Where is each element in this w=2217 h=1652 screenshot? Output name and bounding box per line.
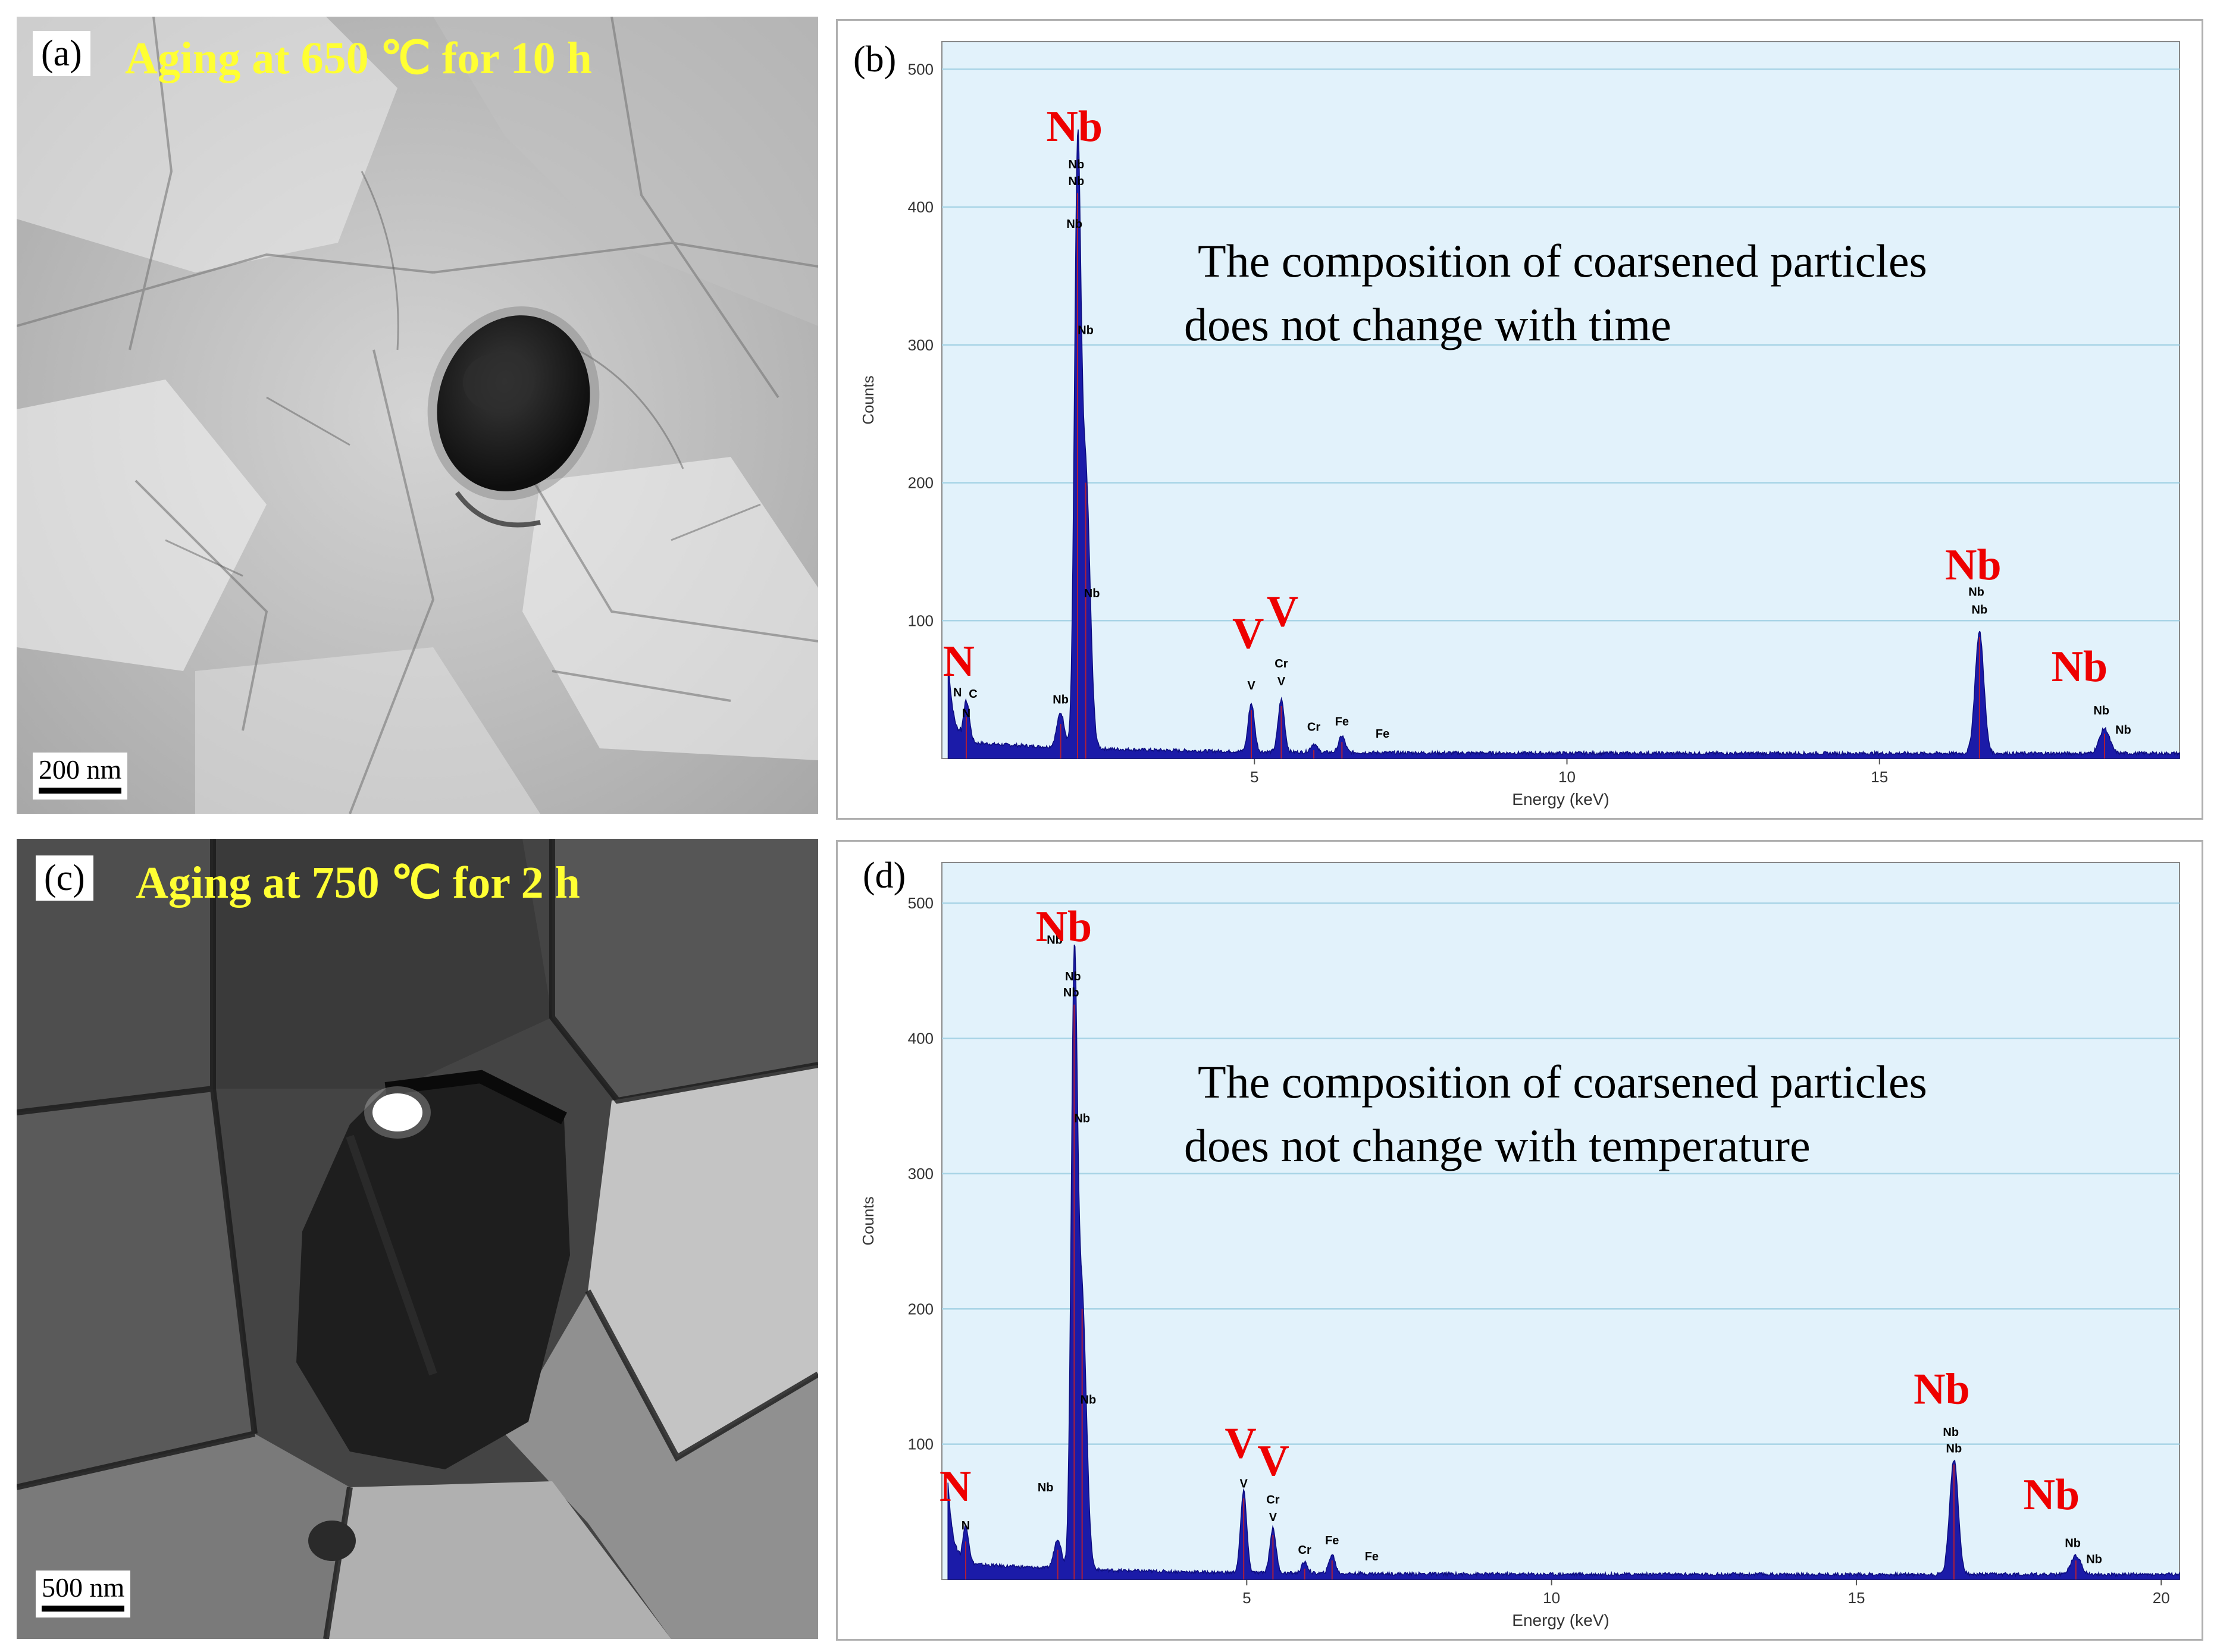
peak-label: Nb — [1946, 1442, 1962, 1455]
peak-label: Nb — [1047, 933, 1063, 946]
panel-c-title: Aging at 750 ℃ for 2 h — [136, 858, 580, 908]
x-tick-label: 5 — [1242, 1589, 1251, 1607]
eds-panel-b: 100 200 300 400 500 5 10 15 Energy (keV) Counts N N… — [836, 19, 2203, 820]
peak-label: V — [1269, 1511, 1277, 1524]
peak-label: N — [962, 707, 970, 720]
peak-label: Nb — [1063, 986, 1079, 999]
peak-label: Nb — [1069, 158, 1085, 171]
tem-image-c — [17, 839, 818, 1639]
plot-area — [941, 41, 2180, 759]
peak-label: Nb — [2086, 1553, 2102, 1566]
panel-label-a: (a) — [33, 31, 90, 77]
peak-label: Cr — [1275, 657, 1288, 670]
scalebar-a-text: 200 nm — [39, 754, 122, 785]
x-tick-label: 10 — [1543, 1589, 1560, 1607]
x-axis-label: Energy (keV) — [1512, 790, 1609, 808]
y-tick-label: 400 — [908, 1030, 934, 1048]
peak-label: V — [1247, 679, 1255, 692]
x-tick-label: 15 — [1871, 768, 1888, 786]
peak-label: Nb — [2115, 723, 2131, 736]
scalebar-c-bar — [42, 1605, 125, 1612]
eds-chart-d: 100 200 300 400 500 5 10 15 20 Energy (keV) Counts… — [859, 862, 2180, 1629]
peak-label: Nb — [1084, 587, 1100, 600]
peak-label: Fe — [1376, 728, 1389, 741]
annotation-line: The composition of coarsened particles — [1198, 235, 1927, 287]
x-tick-label: 5 — [1250, 768, 1258, 786]
scalebar-a: 200 nm — [33, 753, 128, 800]
y-tick-label: 300 — [908, 336, 934, 354]
peak-label: N — [962, 1519, 970, 1532]
y-tick-label: 100 — [908, 1435, 934, 1453]
peak-label: Nb — [2093, 704, 2109, 717]
scalebar-c-text: 500 nm — [42, 1572, 125, 1603]
y-tick-label: 500 — [908, 894, 934, 912]
y-tick-label: 100 — [908, 612, 934, 629]
spectrum-series — [947, 129, 2180, 759]
y-axis-label: Counts — [859, 1196, 877, 1245]
micrograph-c-graphic — [17, 839, 818, 1639]
plot-area — [941, 862, 2180, 1580]
peak-label: V — [1240, 1477, 1248, 1490]
peak-label: Nb — [1081, 1393, 1097, 1406]
x-axis-label: Energy (keV) — [1512, 1611, 1609, 1629]
scalebar-a-bar — [39, 787, 122, 794]
y-tick-label: 200 — [908, 474, 934, 492]
spectrum-series — [947, 944, 2180, 1580]
peak-label: Nb — [2065, 1537, 2081, 1550]
element-label: Nb — [2052, 642, 2108, 691]
peak-label: Nb — [1066, 218, 1082, 231]
element-label: Nb — [1945, 541, 2002, 590]
peak-label: Nb — [1038, 1481, 1054, 1494]
peak-label: Nb — [1069, 175, 1085, 188]
panel-label-c: (c) — [36, 855, 93, 901]
y-axis-label: Counts — [859, 375, 877, 424]
element-label: Nb — [1046, 102, 1103, 151]
panel-a-title: Aging at 650 ℃ for 10 h — [125, 33, 592, 83]
peak-label: V — [1277, 675, 1286, 688]
peak-label: Cr — [1298, 1544, 1311, 1557]
peak-label: N — [953, 686, 962, 700]
peak-label: Fe — [1365, 1550, 1379, 1563]
peak-label: Nb — [1972, 604, 1988, 617]
element-label: Nb — [2024, 1471, 2080, 1519]
panel-label-d: (d) — [858, 855, 911, 897]
annotation-line: does not change with temperature — [1184, 1120, 1811, 1171]
peak-label: Nb — [1065, 970, 1081, 983]
x-tick-label: 10 — [1558, 768, 1576, 786]
peak-label: Nb — [1943, 1426, 1959, 1439]
element-label: V — [1267, 588, 1298, 637]
annotation-line: does not change with time — [1184, 299, 1671, 350]
y-tick-label: 400 — [908, 198, 934, 216]
peak-label: Nb — [1968, 586, 1984, 599]
scalebar-c: 500 nm — [36, 1571, 131, 1617]
element-label: N — [943, 637, 975, 686]
peak-label: Nb — [1078, 324, 1094, 337]
y-tick-label: 500 — [908, 60, 934, 78]
peak-label: Nb — [1074, 1112, 1090, 1126]
element-label: N — [940, 1462, 971, 1511]
peak-label: Cr — [1307, 721, 1320, 734]
tem-image-a — [17, 17, 818, 814]
element-label: Nb — [1036, 902, 1092, 951]
peak-label: Cr — [1266, 1494, 1279, 1507]
panel-label-b: (b) — [848, 39, 901, 81]
y-tick-label: 200 — [908, 1300, 934, 1318]
x-tick-label: 15 — [1848, 1589, 1865, 1607]
element-label: Nb — [1914, 1365, 1970, 1413]
element-label: V — [1225, 1419, 1256, 1468]
annotation-line: The composition of coarsened particles — [1198, 1056, 1927, 1108]
element-label: V — [1257, 1437, 1289, 1485]
peak-label: Fe — [1325, 1534, 1339, 1547]
y-tick-label: 300 — [908, 1165, 934, 1183]
x-tick-label: 20 — [2153, 1589, 2170, 1607]
micrograph-a-graphic — [17, 17, 818, 814]
peak-label: Fe — [1335, 715, 1349, 728]
peak-label: C — [969, 688, 977, 701]
peak-label: Nb — [1053, 693, 1069, 706]
eds-panel-d: 100 200 300 400 500 5 10 15 20 Energy (keV) Counts… — [836, 840, 2203, 1641]
element-label: V — [1232, 610, 1264, 659]
